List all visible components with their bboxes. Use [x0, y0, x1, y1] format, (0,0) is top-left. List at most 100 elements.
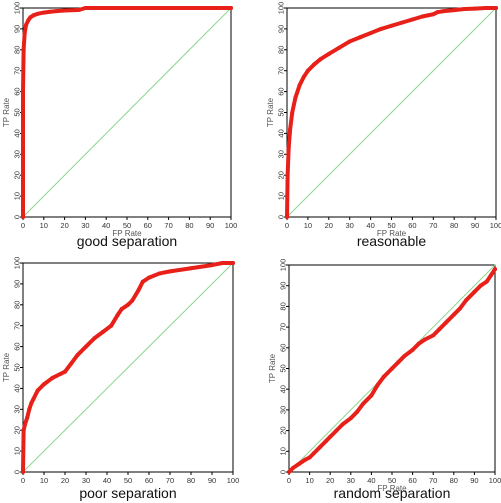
roc-point: [457, 306, 462, 311]
roc-point: [494, 6, 498, 10]
roc-point: [26, 18, 31, 23]
y-axis-label: TP Rate: [266, 97, 275, 127]
x-tick-label: 40: [103, 476, 111, 485]
y-tick-label: 80: [13, 46, 22, 54]
y-tick-label: 70: [13, 67, 22, 75]
roc-point: [396, 360, 401, 365]
roc-point: [21, 428, 26, 433]
x-tick-label: 50: [123, 221, 131, 230]
y-tick-label: 90: [13, 280, 22, 288]
roc-point: [340, 422, 345, 427]
roc-point: [125, 6, 129, 10]
x-tick-label: 70: [429, 221, 437, 230]
roc-point: [422, 337, 427, 342]
roc-point: [297, 83, 302, 88]
y-tick-label: 90: [13, 25, 22, 33]
roc-point: [130, 298, 135, 303]
y-tick-label: 50: [279, 364, 288, 372]
y-tick-label: 80: [13, 301, 22, 309]
roc-point: [42, 382, 46, 387]
roc-point: [472, 289, 477, 294]
x-tick-label: 90: [208, 476, 216, 485]
y-tick-label: 20: [13, 171, 22, 179]
roc-point: [69, 361, 74, 366]
roc-point: [31, 396, 36, 401]
roc-point: [77, 7, 82, 12]
roc-point: [157, 271, 162, 276]
x-tick-label: 20: [60, 221, 68, 230]
y-tick-label: 10: [277, 192, 286, 200]
x-tick-label: 50: [124, 476, 132, 485]
x-tick-label: 70: [429, 476, 437, 485]
roc-point: [290, 110, 295, 115]
roc-point: [462, 7, 467, 12]
roc-point: [311, 451, 316, 456]
roc-point: [168, 269, 172, 274]
roc-point: [145, 6, 150, 10]
x-axis-label: FP Rate: [112, 229, 142, 238]
x-tick-label: 10: [304, 221, 312, 230]
roc-point: [303, 457, 308, 462]
y-tick-label: 100: [279, 259, 288, 272]
x-tick-label: 90: [471, 221, 479, 230]
roc-point: [293, 95, 298, 100]
roc-point: [297, 461, 302, 466]
roc-point: [431, 12, 436, 17]
y-tick-label: 0: [13, 215, 22, 219]
roc-panel-1: 0 10 20 30 40 50 60 70 80 90 100 0 10 20 30 40 50 60 70 80 9…: [2, 2, 237, 249]
roc-point: [318, 57, 323, 62]
roc-point: [54, 9, 59, 14]
roc-point: [187, 6, 192, 10]
roc-point: [358, 35, 363, 40]
roc-panel-4: 0 10 20 30 40 50 60 70 80 90 100 0 10 20 30 40 50 60 70 80 9…: [268, 259, 501, 501]
y-tick-label: 80: [277, 46, 286, 54]
x-tick-label: 70: [164, 221, 172, 230]
roc-point: [23, 421, 28, 426]
y-tick-label: 50: [13, 363, 22, 371]
x-tick-label: 40: [102, 221, 110, 230]
roc-point: [73, 8, 77, 13]
roc-point: [210, 263, 214, 268]
x-tick-label: 60: [408, 221, 416, 230]
x-tick-label: 70: [166, 476, 174, 485]
y-tick-label: 20: [277, 171, 286, 179]
y-tick-label: 30: [13, 405, 22, 413]
roc-point: [24, 22, 29, 27]
roc-point: [379, 26, 384, 31]
roc-point: [354, 409, 359, 414]
roc-point: [208, 6, 213, 10]
x-tick-label: 20: [325, 221, 333, 230]
roc-point: [22, 31, 27, 36]
roc-point: [369, 393, 374, 398]
roc-point: [84, 344, 88, 349]
roc-panel-3: 0 10 20 30 40 50 60 70 80 90 100 0 10 20 30 40 50 60 70 80 9…: [2, 257, 239, 501]
roc-point: [62, 8, 67, 13]
roc-point: [63, 369, 67, 374]
y-tick-label: 80: [279, 302, 288, 310]
roc-point: [115, 313, 120, 318]
y-tick-label: 30: [277, 150, 286, 158]
x-tick-label: 40: [367, 476, 375, 485]
y-axis-label: TP Rate: [268, 353, 277, 383]
x-tick-label: 100: [225, 221, 238, 230]
y-tick-label: 100: [277, 2, 286, 15]
x-tick-label: 0: [21, 221, 25, 230]
roc-point: [93, 6, 98, 10]
roc-point: [28, 15, 33, 20]
roc-point: [441, 9, 446, 14]
roc-point: [368, 31, 373, 36]
x-tick-label: 50: [388, 476, 396, 485]
roc-point: [285, 173, 290, 178]
roc-point: [328, 434, 333, 439]
y-tick-label: 50: [277, 108, 286, 116]
roc-point: [31, 13, 36, 18]
panel-caption: reasonable: [357, 233, 426, 249]
x-tick-label: 30: [346, 221, 354, 230]
x-tick-label: 10: [305, 476, 313, 485]
diagonal-reference-line: [286, 7, 497, 218]
y-tick-label: 50: [13, 108, 22, 116]
roc-point: [136, 288, 141, 293]
x-tick-label: 20: [326, 476, 334, 485]
roc-point: [58, 371, 63, 376]
